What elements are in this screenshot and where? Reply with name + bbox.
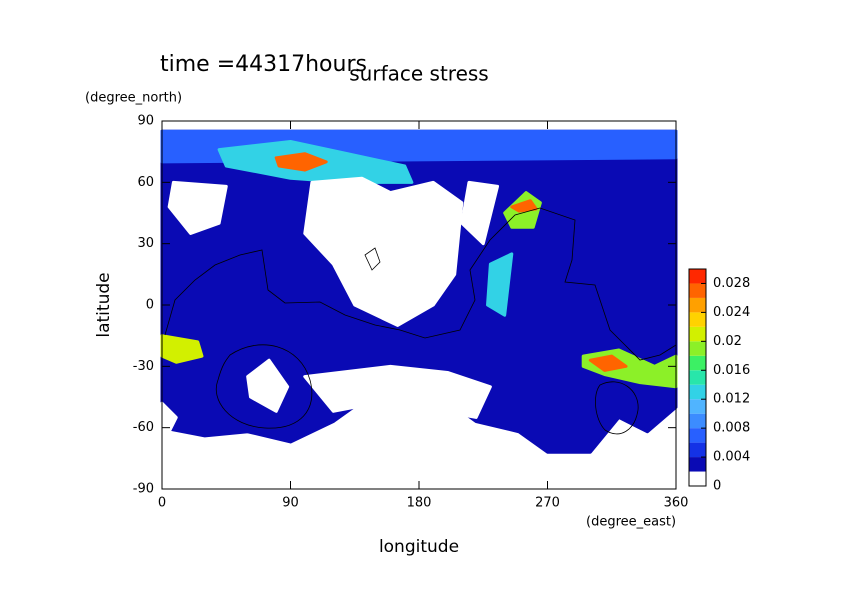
y-tick-label: -90 <box>133 482 154 497</box>
colorbar-band <box>689 399 706 414</box>
coastline <box>364 247 381 271</box>
colorbar-band <box>689 384 706 400</box>
colorbar-band <box>689 312 706 327</box>
colorbar-tick-label: 0.004 <box>713 450 750 465</box>
y-tick-label: 60 <box>137 175 154 190</box>
colorbar-band <box>689 326 706 342</box>
y-tick-label: -30 <box>133 359 154 374</box>
colorbar-tick-label: 0.028 <box>713 276 750 291</box>
contour-region <box>303 364 492 419</box>
coastlines <box>164 207 677 435</box>
colorbar-band <box>689 269 706 284</box>
contour-region <box>274 152 328 172</box>
contour-field <box>160 129 678 454</box>
contour-region <box>303 176 464 327</box>
colorbar-tick-label: 0.016 <box>713 363 750 378</box>
y-tick-label: 90 <box>137 114 154 129</box>
colorbar-band <box>689 471 706 486</box>
y-tick-label: -60 <box>133 420 154 435</box>
colorbar-band <box>689 283 706 298</box>
colorbar-tick-label: 0.008 <box>713 421 750 436</box>
colorbar-tick-label: 0.02 <box>713 334 742 349</box>
coastline <box>595 381 639 435</box>
contour-region <box>460 180 500 246</box>
x-tick-label: 270 <box>535 496 560 511</box>
colorbar-tick-label: 0.024 <box>713 305 750 320</box>
colorbar-tick-label: 0.012 <box>713 392 750 407</box>
x-tick-label: 90 <box>282 496 299 511</box>
colorbar-band <box>689 442 706 458</box>
x-axis-label: longitude <box>379 537 459 557</box>
coastline <box>216 344 313 429</box>
y-axis-label: latitude <box>94 272 114 337</box>
chart-subtitle: time =44317hours <box>160 52 367 77</box>
colorbar-band <box>689 355 706 371</box>
contour-region <box>246 358 290 413</box>
colorbar-frame <box>688 268 707 487</box>
y-tick-label: 30 <box>137 236 154 251</box>
colorbar-band <box>689 370 706 385</box>
x-tick-label: 180 <box>407 496 432 511</box>
x-unit: (degree_east) <box>586 515 676 530</box>
chart-title: surface stress <box>349 62 488 86</box>
colorbar-band <box>689 457 706 472</box>
y-unit: (degree_north) <box>85 91 182 106</box>
contour-region <box>167 180 228 235</box>
coastline <box>164 207 677 361</box>
y-tick-label: 0 <box>146 298 154 313</box>
colorbar-band <box>689 428 706 443</box>
colorbar-band <box>689 297 706 313</box>
colorbar-tick-label: 0 <box>713 479 721 494</box>
colorbar-band <box>689 413 706 429</box>
contour-region <box>588 354 628 372</box>
colorbar-band <box>689 341 706 356</box>
x-tick-label: 360 <box>664 496 689 511</box>
contour-region <box>486 252 514 317</box>
x-tick-label: 0 <box>158 496 166 511</box>
